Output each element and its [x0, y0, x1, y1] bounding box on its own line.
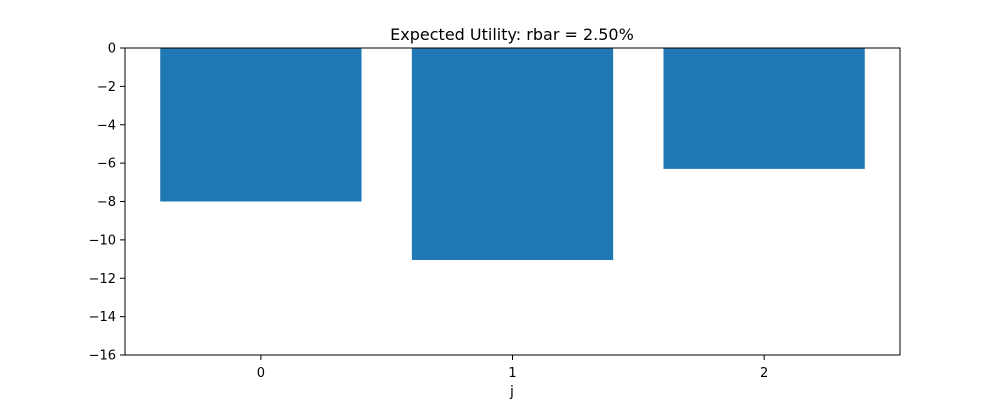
bar-2 — [663, 48, 865, 169]
y-tick-label: 0 — [108, 42, 116, 57]
x-axis-label: j — [509, 384, 514, 400]
y-tick-label: −14 — [89, 310, 116, 325]
x-tick-label: 2 — [760, 366, 768, 381]
y-tick-label: −2 — [97, 80, 116, 95]
y-tick-label: −10 — [89, 233, 116, 248]
y-tick-label: −8 — [97, 195, 116, 210]
y-tick-label: −12 — [89, 272, 116, 287]
bars-group — [160, 48, 865, 261]
x-tick-label: 0 — [257, 366, 265, 381]
y-axis-ticks: 0 −2 −4 −6 −8 −10 −12 −14 −16 — [89, 42, 125, 364]
chart-title: Expected Utility: rbar = 2.50% — [390, 25, 634, 44]
bar-1 — [411, 48, 614, 261]
bar-0 — [160, 48, 362, 202]
x-axis-ticks: 0 1 2 — [257, 355, 768, 381]
x-tick-label: 1 — [508, 366, 516, 381]
y-tick-label: −16 — [89, 349, 116, 364]
y-tick-label: −6 — [97, 157, 116, 172]
plot-frame — [124, 47, 901, 356]
y-tick-label: −4 — [97, 118, 116, 133]
